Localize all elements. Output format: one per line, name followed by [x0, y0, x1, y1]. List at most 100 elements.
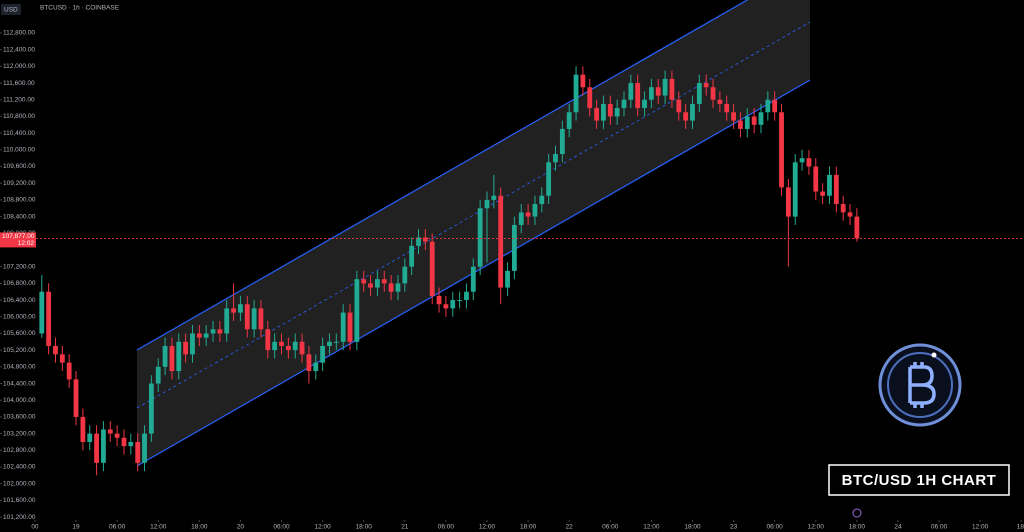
candle-body [210, 329, 216, 334]
candle-body [66, 362, 72, 380]
y-tick-label: 102,000.00 [3, 480, 36, 487]
y-tick-label: 108,400.00 [3, 213, 36, 220]
candle-body [46, 291, 52, 346]
candle-body [388, 283, 394, 292]
candle-body [717, 99, 723, 104]
candle-body [340, 312, 346, 342]
candle-body [539, 195, 545, 205]
candle-body [320, 345, 326, 363]
candle-body [361, 279, 367, 284]
candle-body [601, 103, 606, 121]
channel-fill [137, 0, 810, 466]
y-tick-label: 104,800.00 [3, 364, 36, 371]
y-tick-label: 112,000.00 [3, 63, 35, 70]
candle-body [703, 83, 709, 88]
candle-body [80, 416, 86, 442]
candle-body [183, 341, 189, 355]
candle-body [751, 116, 757, 125]
candle-body [491, 195, 497, 200]
event-icon [852, 508, 862, 518]
x-tick-label: 12:00 [808, 524, 825, 531]
candle-body [738, 120, 743, 129]
y-tick-label: 106,000.00 [3, 313, 36, 320]
candle-body [477, 208, 483, 267]
candle-body [306, 354, 312, 372]
y-tick-label: 106,800.00 [3, 280, 36, 287]
candle-body [155, 366, 161, 384]
candle-body [498, 195, 504, 288]
candle-body [203, 333, 209, 338]
candle-body [416, 237, 421, 246]
countdown: 12:02 [18, 240, 35, 247]
y-tick-label: 112,400.00 [3, 46, 35, 53]
candle-body [744, 116, 750, 129]
x-tick-label: 18:00 [684, 524, 701, 531]
candle-body [299, 341, 305, 355]
x-tick-label: 06:00 [109, 524, 126, 531]
candle-body [285, 345, 291, 351]
candle-body [457, 300, 463, 302]
x-tick-label: 06:00 [438, 524, 455, 531]
candle-body [258, 308, 264, 330]
candle-body [847, 212, 853, 217]
x-tick-label: 12:00 [972, 524, 989, 531]
channel-upper [136, 0, 749, 351]
candle-body [73, 379, 79, 417]
candle-body [648, 87, 654, 100]
candle-body [429, 241, 435, 296]
x-tick-label: 12:00 [314, 524, 331, 531]
logo-b [908, 362, 936, 408]
x-tick-label: 18:00 [191, 524, 208, 531]
y-tick-label: 112,800.00 [3, 30, 35, 37]
candle-body [231, 308, 236, 313]
y-tick-label: 110,400.00 [3, 130, 35, 137]
candle-body [176, 341, 182, 372]
candle-body [53, 345, 58, 355]
candle-body [196, 333, 202, 338]
candle-body [224, 308, 230, 334]
candle-body [162, 345, 168, 367]
candle-body [587, 87, 593, 109]
candle-body [511, 224, 517, 271]
candle-body [443, 304, 449, 309]
y-tick-label: 108,800.00 [3, 197, 36, 204]
candle-body [621, 99, 627, 109]
x-tick-label: 06:00 [602, 524, 619, 531]
chart-title: BTCUSD · 1h · COINBASE [40, 5, 120, 12]
candle-body [559, 128, 565, 154]
candle-body [409, 245, 415, 267]
y-tick-label: 105,600.00 [3, 330, 36, 337]
candle-body [121, 437, 127, 447]
y-tick-label: 101,200.00 [3, 514, 36, 521]
x-tick-label: 12:00 [643, 524, 660, 531]
x-tick-label: 18:00 [849, 524, 866, 531]
watermark-box [828, 464, 1010, 496]
y-tick-label: 111,200.00 [3, 96, 35, 103]
candle-body [107, 429, 113, 434]
candle-body [94, 433, 99, 463]
candle-body [799, 158, 805, 163]
x-tick-label: 06:00 [273, 524, 290, 531]
candle-body [327, 341, 332, 346]
candle-body [840, 204, 846, 213]
candle-body [484, 199, 490, 209]
y-tick-label: 104,400.00 [3, 380, 36, 387]
candle-body [251, 308, 257, 330]
candle-body [785, 187, 791, 217]
candle-body [402, 266, 408, 284]
currency-box [1, 4, 21, 15]
y-tick-label: 110,000.00 [3, 147, 35, 154]
candle-body [238, 304, 243, 313]
candle-body [518, 212, 524, 225]
candle-body [854, 216, 860, 239]
candle-body [87, 433, 93, 442]
candle-body [272, 341, 278, 351]
candle-body [279, 341, 284, 346]
candle-body [628, 83, 634, 100]
bitcoin-logo [878, 343, 962, 427]
candle-body [662, 78, 668, 96]
candle-body [265, 329, 271, 351]
candle-body [313, 362, 319, 372]
x-tick-label: 21 [401, 524, 409, 531]
candle-body [607, 103, 613, 117]
